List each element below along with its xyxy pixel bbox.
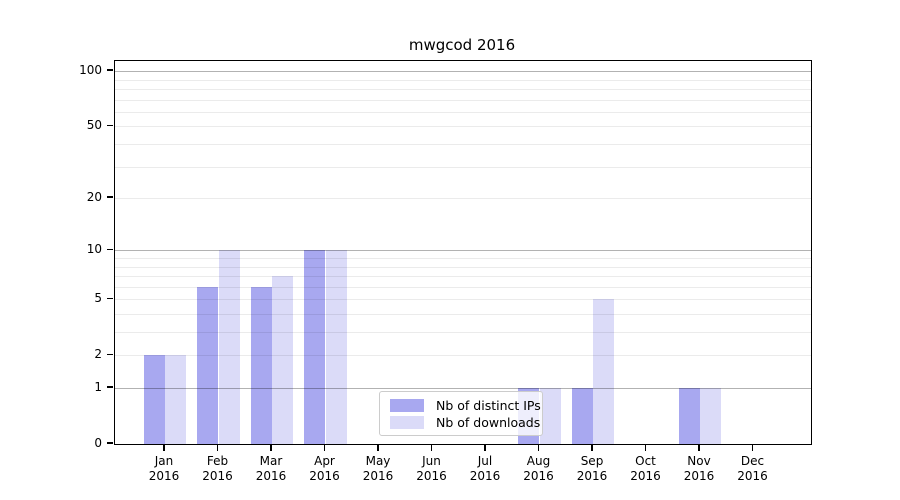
y-tick-mark xyxy=(107,353,113,355)
x-tick-mark xyxy=(751,445,754,451)
bar xyxy=(165,355,187,444)
x-axis-tick-year: 2016 xyxy=(683,469,715,483)
bar xyxy=(593,299,615,444)
x-tick-mark xyxy=(270,445,272,451)
x-axis-tick-label: Nov 2016 xyxy=(669,454,729,484)
x-axis-tick-label: Apr 2016 xyxy=(295,454,355,484)
x-tick-mark xyxy=(163,445,165,451)
y-tick-mark xyxy=(107,196,113,198)
x-axis-tick-year: 2016 xyxy=(255,469,287,483)
x-tick-mark xyxy=(216,445,219,451)
major-gridline xyxy=(115,250,811,252)
x-axis-tick-year: 2016 xyxy=(737,469,768,483)
x-axis-tick-label: Mar 2016 xyxy=(241,454,301,484)
x-axis-tick-label: Oct 2016 xyxy=(616,454,676,484)
x-axis-tick-label: Dec 2016 xyxy=(723,454,783,484)
x-axis-tick-label: May 2016 xyxy=(348,454,408,484)
minor-gridline xyxy=(115,111,811,113)
x-tick-mark xyxy=(377,445,379,451)
legend-label: Nb of downloads xyxy=(436,415,541,430)
legend-entry: Nb of distinct IPs xyxy=(390,397,541,414)
x-axis-tick-year: 2016 xyxy=(309,469,340,483)
plot-area xyxy=(114,60,812,445)
bar xyxy=(218,250,240,444)
y-axis-tick-label: 2 xyxy=(94,347,102,362)
y-tick-mark xyxy=(107,248,113,251)
minor-gridline xyxy=(115,276,811,278)
x-tick-mark xyxy=(323,445,326,451)
x-axis-tick-label: Jan 2016 xyxy=(134,454,194,484)
y-axis-tick-label: 1 xyxy=(94,380,102,394)
bar xyxy=(272,276,294,444)
minor-gridline xyxy=(115,99,811,101)
bar xyxy=(250,286,272,444)
legend-label: Nb of distinct IPs xyxy=(436,398,541,413)
x-axis-tick-year: 2016 xyxy=(416,469,447,483)
x-tick-mark xyxy=(484,445,486,451)
minor-gridline xyxy=(115,166,811,168)
major-gridline xyxy=(115,388,811,389)
bar xyxy=(700,388,722,444)
x-axis-tick-year: 2016 xyxy=(148,469,180,483)
x-axis-tick-year: 2016 xyxy=(576,469,608,483)
minor-gridline xyxy=(115,258,811,259)
minor-gridline xyxy=(115,299,811,301)
minor-gridline xyxy=(115,126,811,128)
x-tick-mark xyxy=(430,445,433,451)
x-tick-mark xyxy=(591,445,593,451)
x-tick-mark xyxy=(644,445,647,451)
x-axis-tick-label: Aug 2016 xyxy=(509,454,569,484)
bar xyxy=(325,250,347,444)
legend-swatch xyxy=(390,416,424,429)
y-axis-tick-label: 0 xyxy=(94,436,102,450)
x-axis-tick-year: 2016 xyxy=(630,469,661,483)
bar xyxy=(678,388,700,444)
y-tick-mark xyxy=(107,69,113,71)
minor-gridline xyxy=(115,198,811,200)
y-axis-tick-label: 100 xyxy=(79,63,102,78)
minor-gridline xyxy=(115,286,811,288)
bar xyxy=(571,388,593,444)
y-tick-mark xyxy=(107,297,113,300)
minor-gridline xyxy=(115,332,811,334)
x-axis-tick-label: Sep 2016 xyxy=(562,454,622,484)
y-axis-tick-label: 5 xyxy=(94,291,102,306)
minor-gridline xyxy=(115,144,811,146)
legend-swatch xyxy=(390,399,424,412)
minor-gridline xyxy=(115,79,811,81)
bar xyxy=(197,286,219,444)
x-axis-tick-label: Feb 2016 xyxy=(188,454,248,484)
y-tick-mark xyxy=(107,124,113,127)
x-axis-tick-year: 2016 xyxy=(523,469,554,483)
x-axis-tick-year: 2016 xyxy=(202,469,233,483)
minor-gridline xyxy=(115,355,811,357)
major-gridline xyxy=(115,71,811,73)
y-tick-mark xyxy=(107,386,113,388)
y-axis-tick-label: 10 xyxy=(86,242,102,257)
x-tick-mark xyxy=(698,445,700,451)
chart-title: mwgcod 2016 xyxy=(408,36,516,54)
legend-entry: Nb of downloads xyxy=(390,414,540,431)
x-tick-mark xyxy=(537,445,540,451)
x-axis-tick-label: Jul 2016 xyxy=(455,454,515,484)
y-tick-mark xyxy=(107,442,113,444)
bar xyxy=(539,388,561,444)
x-axis-tick-label: Jun 2016 xyxy=(402,454,462,484)
minor-gridline xyxy=(115,313,811,315)
y-axis-tick-label: 20 xyxy=(86,190,102,205)
x-axis-tick-year: 2016 xyxy=(362,469,394,483)
bar xyxy=(143,355,165,444)
bar xyxy=(304,250,326,444)
minor-gridline xyxy=(115,89,811,91)
legend: Nb of distinct IPs Nb of downloads xyxy=(379,391,543,436)
x-axis-tick-year: 2016 xyxy=(469,469,501,483)
minor-gridline xyxy=(115,266,811,268)
y-axis-tick-label: 50 xyxy=(86,118,102,133)
